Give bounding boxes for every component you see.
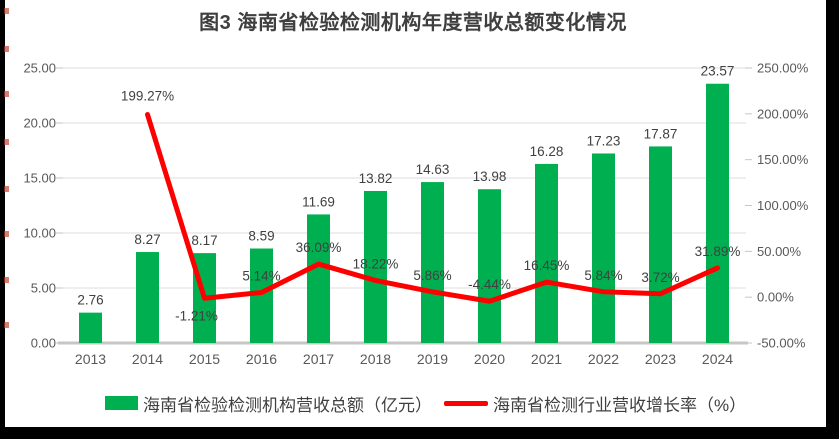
- x-axis-label: 2021: [531, 351, 562, 367]
- revenue-bar: [79, 312, 102, 343]
- x-axis-label: 2014: [132, 351, 163, 367]
- y-axis-label-right: -50.00%: [757, 336, 806, 351]
- red-edge-mark: [4, 231, 9, 237]
- bar-value-label: 2.76: [77, 293, 103, 308]
- bar-value-label: 16.28: [530, 144, 564, 159]
- growth-value-label: 5.84%: [584, 268, 622, 283]
- left-border: [0, 0, 5, 439]
- bar-value-label: 17.87: [644, 126, 678, 141]
- revenue-bar: [535, 163, 558, 343]
- revenue-bar: [364, 190, 387, 343]
- bar-value-label: 8.59: [248, 229, 274, 244]
- y-axis-label-left: 15.00: [23, 171, 56, 186]
- y-axis-label-left: 5.00: [31, 281, 56, 296]
- bar-value-label: 11.69: [302, 194, 335, 209]
- red-edge-mark: [4, 91, 9, 97]
- growth-value-label: 3.72%: [641, 270, 679, 285]
- y-axis-label-right: 100.00%: [757, 198, 809, 213]
- growth-line: [145, 112, 720, 304]
- x-axis-label: 2023: [645, 351, 676, 367]
- bottom-border: [0, 427, 839, 439]
- x-axis-label: 2015: [189, 351, 220, 367]
- revenue-bar: [250, 248, 273, 343]
- chart-legend: 海南省检验检测机构营收总额（亿元） 海南省检测行业营收增长率（%）: [105, 391, 746, 416]
- red-edge-mark: [4, 186, 9, 192]
- bar-value-label: 13.82: [359, 171, 393, 186]
- y-axis-label-right: 200.00%: [757, 106, 809, 121]
- legend-label-growth: 海南省检测行业营收增长率（%）: [493, 395, 747, 415]
- bar-value-label: 23.57: [701, 64, 735, 79]
- x-axis-label: 2024: [702, 351, 733, 367]
- right-border: [826, 0, 839, 439]
- y-axis-label-right: 0.00%: [757, 290, 794, 305]
- growth-value-label: 31.89%: [695, 244, 741, 259]
- y-axis-label-left: 20.00: [23, 116, 56, 131]
- growth-value-label: 5.14%: [242, 268, 280, 283]
- legend-item-revenue: 海南省检验检测机构营收总额（亿元）: [105, 391, 432, 416]
- legend-item-growth: 海南省检测行业营收增长率（%）: [444, 391, 746, 416]
- bar-value-label: 14.63: [416, 162, 450, 177]
- red-edge-mark: [4, 46, 9, 52]
- revenue-bar: [307, 214, 330, 343]
- x-axis-label: 2019: [417, 351, 448, 367]
- chart-title: 图3 海南省检验检测机构年度营收总额变化情况: [199, 12, 627, 34]
- revenue-bar: [592, 153, 615, 343]
- red-edge-mark: [4, 139, 9, 145]
- red-edge-mark: [4, 322, 9, 328]
- revenue-bar: [478, 189, 501, 343]
- growth-value-label: 36.09%: [296, 240, 342, 255]
- bar-series-swatch: [105, 396, 138, 410]
- bar-value-label: 13.98: [473, 169, 507, 184]
- bar-value-label: 17.23: [587, 133, 621, 148]
- x-axis-label: 2022: [588, 351, 619, 367]
- y-axis-label-right: 50.00%: [757, 244, 802, 259]
- growth-value-label: 199.27%: [121, 89, 174, 104]
- revenue-bar: [649, 146, 672, 343]
- growth-value-label: 16.45%: [524, 258, 570, 273]
- x-axis-label: 2018: [360, 351, 391, 367]
- x-axis-label: 2016: [246, 351, 277, 367]
- y-axis-label-right: 150.00%: [757, 152, 809, 167]
- y-axis-label-left: 25.00: [23, 61, 56, 76]
- y-axis-label-right: 250.00%: [757, 61, 809, 76]
- line-series-swatch: [444, 400, 488, 406]
- revenue-bar: [706, 83, 729, 343]
- x-axis-label: 2020: [474, 351, 505, 367]
- revenue-bar: [136, 252, 159, 343]
- y-axis-label-left: 10.00: [23, 226, 56, 241]
- growth-value-label: 5.86%: [413, 268, 451, 283]
- red-edge-mark: [4, 277, 9, 283]
- red-edge-mark: [4, 8, 9, 14]
- x-axis-label: 2013: [75, 351, 106, 367]
- x-axis-label: 2017: [303, 351, 334, 367]
- bar-value-label: 8.27: [134, 232, 160, 247]
- bar-value-label: 8.17: [191, 233, 217, 248]
- legend-label-revenue: 海南省检验检测机构营收总额（亿元）: [143, 395, 432, 415]
- revenue-bar: [421, 182, 444, 343]
- growth-value-label: 18.22%: [353, 256, 399, 271]
- growth-value-label: -1.21%: [175, 308, 218, 323]
- growth-value-label: -4.44%: [468, 277, 511, 292]
- y-axis-label-left: 0.00: [31, 336, 56, 351]
